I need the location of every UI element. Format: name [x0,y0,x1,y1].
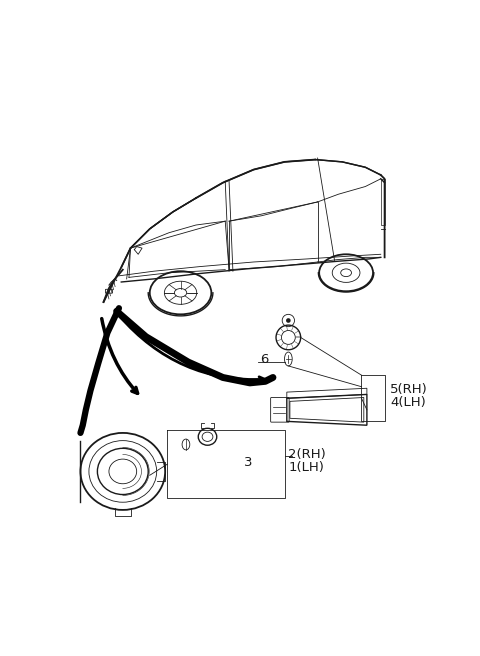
Text: 6: 6 [260,354,268,366]
Text: 3: 3 [244,456,252,468]
Text: 2(RH): 2(RH) [288,448,326,461]
Text: 1(LH): 1(LH) [288,461,324,474]
Text: 5(RH): 5(RH) [390,383,428,396]
Circle shape [286,318,291,323]
Text: 4(LH): 4(LH) [390,396,426,409]
